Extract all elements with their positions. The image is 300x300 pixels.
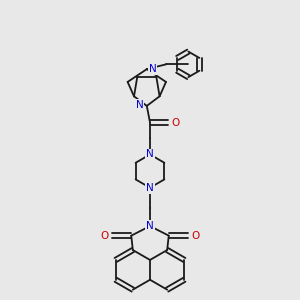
Text: N: N xyxy=(136,100,144,110)
Text: O: O xyxy=(192,231,200,241)
Text: N: N xyxy=(146,221,154,231)
Text: N: N xyxy=(146,183,154,193)
Text: O: O xyxy=(100,231,108,241)
Text: O: O xyxy=(171,118,180,128)
Text: N: N xyxy=(149,64,156,74)
Text: N: N xyxy=(146,149,154,160)
